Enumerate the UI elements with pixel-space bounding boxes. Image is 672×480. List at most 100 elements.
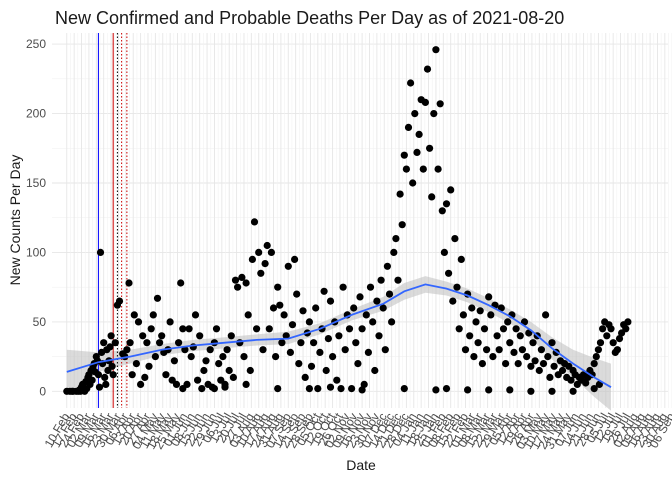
data-point (88, 376, 96, 384)
data-point (101, 373, 109, 381)
data-point (248, 255, 256, 263)
data-point (413, 148, 421, 156)
data-point (615, 335, 624, 343)
data-point (132, 360, 140, 368)
data-point (599, 325, 607, 333)
data-point (428, 193, 436, 201)
data-point (259, 346, 267, 354)
data-point (542, 311, 550, 319)
data-point (139, 332, 147, 340)
data-point (172, 380, 181, 388)
data-point (166, 318, 174, 326)
data-point (295, 360, 303, 368)
data-point (449, 297, 457, 305)
data-point (179, 325, 187, 333)
data-point (341, 346, 349, 354)
data-point (461, 346, 470, 354)
data-point (276, 301, 284, 309)
data-point (470, 353, 478, 361)
data-point (348, 385, 356, 393)
data-point (358, 386, 366, 394)
data-point (383, 262, 391, 270)
y-axis-ticks: 0 50 100 150 200 250 (26, 37, 46, 398)
data-point (590, 385, 598, 393)
data-point (487, 311, 495, 319)
data-point (210, 385, 218, 393)
data-point (483, 346, 491, 354)
data-point (396, 190, 404, 198)
y-tick-label: 250 (26, 37, 46, 51)
data-point (474, 339, 482, 347)
data-point (400, 151, 408, 159)
data-point (366, 283, 375, 291)
data-point (476, 307, 484, 315)
data-point (234, 283, 242, 291)
data-point (137, 380, 145, 388)
data-point (320, 287, 328, 295)
data-point (497, 304, 505, 312)
data-point (175, 339, 183, 347)
data-point (312, 304, 320, 312)
data-point (250, 218, 259, 226)
data-point (537, 346, 546, 354)
data-point (371, 366, 379, 375)
data-point (200, 366, 208, 375)
data-point (594, 346, 603, 354)
data-point (219, 353, 227, 361)
data-point (242, 279, 250, 287)
data-point (196, 332, 204, 340)
data-point (404, 123, 413, 131)
data-point (94, 371, 102, 379)
data-point (364, 348, 372, 356)
data-point (510, 348, 518, 356)
data-point (108, 362, 116, 370)
data-points (63, 46, 632, 395)
data-point (373, 297, 381, 305)
data-point (126, 339, 134, 347)
data-point (170, 357, 178, 365)
data-point (468, 304, 476, 312)
data-point (111, 339, 119, 347)
data-point (316, 348, 324, 356)
data-point (466, 332, 474, 340)
y-tick-label: 200 (26, 107, 46, 121)
data-point (457, 255, 465, 263)
data-point (407, 79, 415, 87)
data-point (297, 339, 305, 347)
data-point (236, 339, 244, 347)
data-point (261, 260, 269, 268)
data-point (299, 307, 307, 315)
data-point (360, 380, 368, 388)
data-point (478, 360, 486, 368)
data-point (506, 339, 514, 347)
data-point (130, 311, 138, 319)
data-point (284, 262, 292, 270)
data-point (392, 235, 400, 243)
data-point (442, 200, 451, 208)
data-point (539, 360, 548, 368)
data-point (179, 385, 187, 393)
data-point (447, 186, 455, 194)
data-point (385, 290, 394, 298)
data-point (609, 339, 617, 347)
data-point (255, 248, 263, 256)
data-point (274, 283, 282, 291)
data-point (244, 311, 252, 319)
data-point (354, 360, 362, 368)
data-point (451, 235, 459, 243)
data-point (291, 255, 299, 263)
data-point (411, 110, 419, 118)
data-point (535, 366, 543, 375)
y-axis-title: New Counts Per Day (7, 155, 23, 286)
data-point (358, 325, 366, 333)
data-point (339, 283, 347, 291)
data-point (100, 339, 108, 347)
data-point (68, 387, 76, 395)
data-point (622, 325, 630, 333)
data-point (293, 290, 301, 298)
data-point (514, 360, 522, 368)
data-point (527, 362, 535, 370)
data-point (187, 353, 195, 361)
data-point (107, 332, 115, 340)
